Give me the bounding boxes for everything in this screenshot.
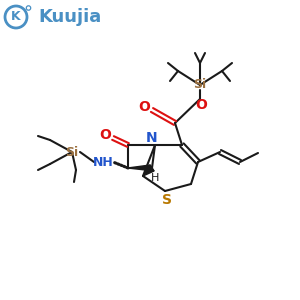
Text: Kuujia: Kuujia — [38, 8, 101, 26]
Polygon shape — [143, 165, 154, 176]
Text: N: N — [146, 131, 158, 145]
Polygon shape — [128, 165, 154, 171]
Text: K: K — [11, 11, 21, 23]
Text: S: S — [162, 193, 172, 207]
Text: H: H — [151, 173, 159, 183]
Text: O: O — [138, 100, 150, 114]
Text: O: O — [99, 128, 111, 142]
Text: O: O — [195, 98, 207, 112]
Text: NH: NH — [93, 155, 113, 169]
Text: Si: Si — [194, 79, 207, 92]
Text: Si: Si — [65, 146, 79, 158]
